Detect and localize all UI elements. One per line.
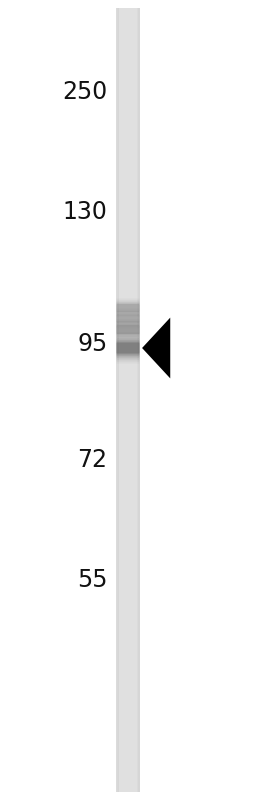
FancyBboxPatch shape	[116, 304, 140, 312]
FancyBboxPatch shape	[116, 334, 140, 362]
FancyBboxPatch shape	[116, 338, 140, 358]
FancyBboxPatch shape	[116, 342, 140, 354]
FancyBboxPatch shape	[116, 302, 140, 314]
FancyBboxPatch shape	[116, 313, 140, 323]
FancyBboxPatch shape	[116, 324, 140, 335]
Text: 130: 130	[63, 200, 108, 224]
Bar	[118, 8, 119, 792]
Polygon shape	[142, 318, 170, 378]
Bar	[116, 8, 140, 792]
Text: 95: 95	[77, 332, 108, 356]
Bar	[137, 8, 140, 792]
FancyBboxPatch shape	[116, 322, 140, 337]
FancyBboxPatch shape	[116, 325, 140, 334]
Text: 250: 250	[62, 80, 108, 104]
Bar	[138, 8, 140, 792]
FancyBboxPatch shape	[116, 321, 140, 338]
FancyBboxPatch shape	[116, 336, 140, 360]
FancyBboxPatch shape	[116, 341, 140, 355]
FancyBboxPatch shape	[116, 314, 140, 322]
FancyBboxPatch shape	[116, 302, 140, 313]
Bar	[138, 8, 140, 792]
Text: 55: 55	[77, 568, 108, 592]
FancyBboxPatch shape	[116, 312, 140, 325]
Bar	[117, 8, 119, 792]
Text: 72: 72	[78, 448, 108, 472]
Bar	[116, 8, 119, 792]
